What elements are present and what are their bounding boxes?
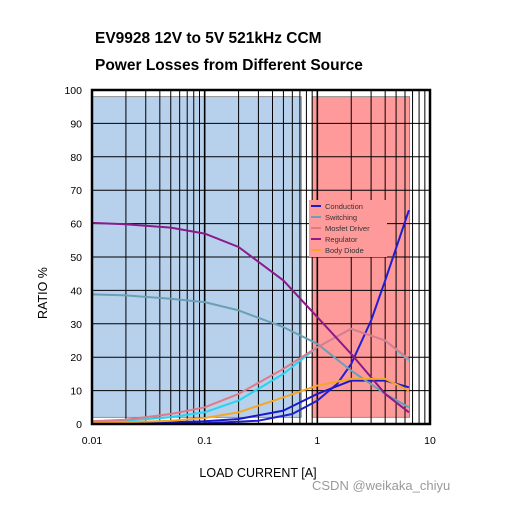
y-tick-label: 40 [70,285,82,297]
y-tick-label: 80 [70,152,82,164]
y-tick-label: 70 [70,185,82,197]
y-axis-label: RATIO % [36,267,50,319]
series-lines [91,209,410,425]
y-tick-label: 90 [70,118,82,130]
tick-labels: 0 10 20 30 40 50 60 70 80 90 100 0.01 0.1 1 10 [64,85,436,447]
legend-label: Conduction [325,202,363,211]
y-tick-label: 30 [70,319,82,331]
y-tick-label: 20 [70,352,82,364]
x-tick-label: 10 [424,435,436,447]
y-tick-label: 10 [70,386,82,398]
grid-lines [91,89,430,425]
chart-subtitle: Power Losses from Different Source [95,57,363,74]
y-tick-label: 50 [70,252,82,264]
y-tick-label: 100 [64,85,82,97]
legend-label: Switching [325,213,357,222]
watermark: CSDN @weikaka_chiyu [312,478,450,493]
y-tick-label: 0 [76,419,82,431]
series-line-body-diode [91,377,410,424]
series-line-conduction [91,379,410,425]
legend-label: Regulator [325,235,358,244]
series-line-regulator [91,221,410,414]
legend-background [309,200,387,257]
legend: Conduction Switching Mosfet Driver Regulato… [309,200,387,257]
x-axis-label: LOAD CURRENT [A] [199,466,316,480]
series-line-extra-2 [91,209,410,425]
legend-label: Body Diode [325,246,364,255]
series-line-mosfet-driver [91,327,410,423]
x-tick-label: 0.01 [82,435,103,447]
x-tick-label: 0.1 [197,435,212,447]
y-tick-label: 60 [70,219,82,231]
x-tick-label: 1 [314,435,320,447]
legend-label: Mosfet Driver [325,224,370,233]
plot-frame [90,88,432,426]
series-line-switching [91,293,410,409]
chart-title: EV9928 12V to 5V 521kHz CCM [95,30,322,47]
